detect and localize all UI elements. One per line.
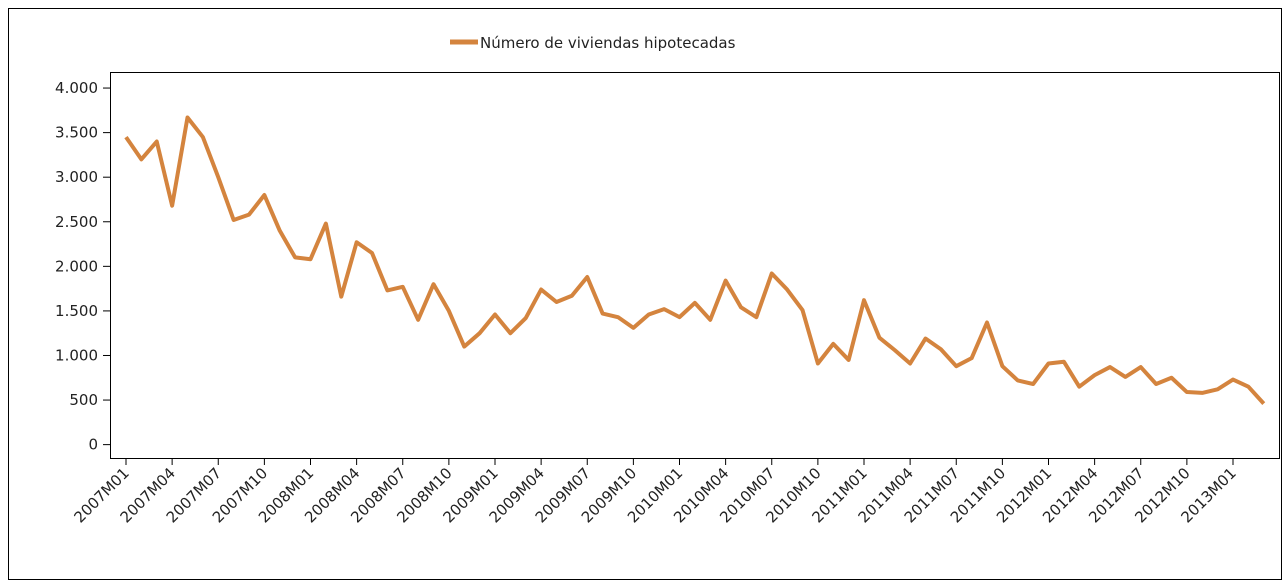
y-tick-label: 3.000 — [55, 168, 98, 186]
frame — [8, 8, 1282, 580]
y-tick-label: 1.000 — [55, 346, 98, 364]
y-tick-label: 0 — [88, 436, 98, 454]
y-tick-label: 4.000 — [55, 79, 98, 97]
y-tick-label: 2.500 — [55, 213, 98, 231]
y-tick-label: 3.500 — [55, 124, 98, 142]
y-tick-label: 1.500 — [55, 302, 98, 320]
data-line — [124, 115, 1266, 405]
legend-label: Número de viviendas hipotecadas — [480, 34, 736, 52]
y-tick-label: 2.000 — [55, 257, 98, 275]
plot-area — [110, 72, 1280, 459]
y-tick-label: 500 — [69, 391, 98, 409]
